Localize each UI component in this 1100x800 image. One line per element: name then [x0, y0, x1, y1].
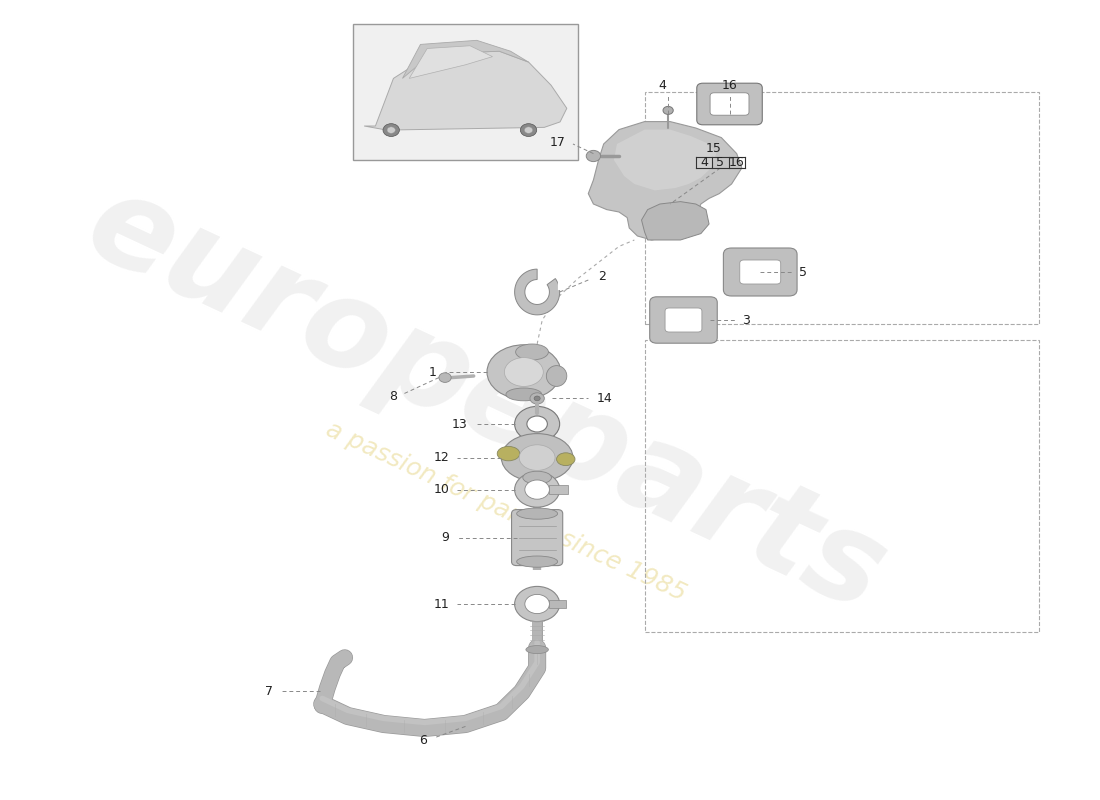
- Polygon shape: [409, 46, 493, 78]
- Circle shape: [515, 406, 560, 442]
- Text: 9: 9: [441, 531, 449, 544]
- Circle shape: [439, 373, 451, 382]
- Text: 16: 16: [729, 156, 745, 169]
- Ellipse shape: [557, 453, 575, 466]
- Bar: [549, 600, 565, 608]
- Circle shape: [525, 127, 532, 134]
- Ellipse shape: [517, 508, 558, 519]
- Circle shape: [515, 586, 560, 622]
- Ellipse shape: [516, 344, 549, 360]
- FancyBboxPatch shape: [696, 83, 762, 125]
- Ellipse shape: [517, 556, 558, 567]
- Circle shape: [520, 124, 537, 137]
- Polygon shape: [614, 130, 716, 190]
- Circle shape: [530, 393, 544, 404]
- Circle shape: [515, 472, 560, 507]
- Bar: [549, 485, 568, 494]
- Polygon shape: [515, 269, 560, 315]
- Text: 17: 17: [550, 136, 565, 149]
- Circle shape: [535, 396, 540, 401]
- Text: 8: 8: [389, 390, 397, 403]
- Text: europeparts: europeparts: [68, 162, 903, 638]
- Circle shape: [525, 594, 549, 614]
- Polygon shape: [364, 51, 566, 130]
- Text: 16: 16: [722, 79, 737, 92]
- Text: 12: 12: [433, 451, 449, 464]
- Text: 3: 3: [741, 314, 750, 326]
- Text: 13: 13: [452, 418, 468, 430]
- Bar: [645, 340, 1038, 632]
- Text: 5: 5: [799, 266, 807, 278]
- Ellipse shape: [547, 366, 567, 386]
- Bar: [645, 92, 1038, 324]
- Ellipse shape: [519, 445, 556, 470]
- Text: 1: 1: [429, 366, 437, 378]
- FancyBboxPatch shape: [650, 297, 717, 343]
- Circle shape: [663, 106, 673, 114]
- Ellipse shape: [526, 646, 549, 654]
- Text: 4: 4: [700, 156, 708, 169]
- FancyBboxPatch shape: [711, 93, 749, 115]
- Ellipse shape: [487, 345, 561, 399]
- Bar: [353, 24, 579, 160]
- FancyBboxPatch shape: [512, 510, 563, 566]
- Ellipse shape: [522, 471, 551, 484]
- Text: 15: 15: [705, 142, 722, 155]
- Text: 6: 6: [419, 734, 427, 746]
- Text: 4: 4: [658, 79, 666, 92]
- Text: 14: 14: [596, 392, 613, 405]
- Ellipse shape: [497, 446, 519, 461]
- FancyBboxPatch shape: [666, 308, 702, 332]
- Circle shape: [387, 127, 395, 134]
- Text: 10: 10: [433, 483, 449, 496]
- Circle shape: [586, 150, 601, 162]
- Ellipse shape: [502, 434, 573, 482]
- Circle shape: [383, 124, 399, 137]
- Text: 7: 7: [265, 685, 273, 698]
- Text: 5: 5: [716, 156, 724, 169]
- Circle shape: [525, 480, 549, 499]
- Ellipse shape: [506, 388, 541, 401]
- Text: 2: 2: [598, 270, 606, 282]
- Polygon shape: [641, 202, 710, 240]
- Text: 11: 11: [433, 598, 449, 610]
- Text: a passion for parts - since 1985: a passion for parts - since 1985: [322, 418, 691, 606]
- Circle shape: [527, 416, 548, 432]
- Polygon shape: [403, 40, 528, 78]
- FancyBboxPatch shape: [724, 248, 798, 296]
- Ellipse shape: [505, 358, 543, 386]
- FancyBboxPatch shape: [740, 260, 781, 284]
- Polygon shape: [588, 122, 741, 240]
